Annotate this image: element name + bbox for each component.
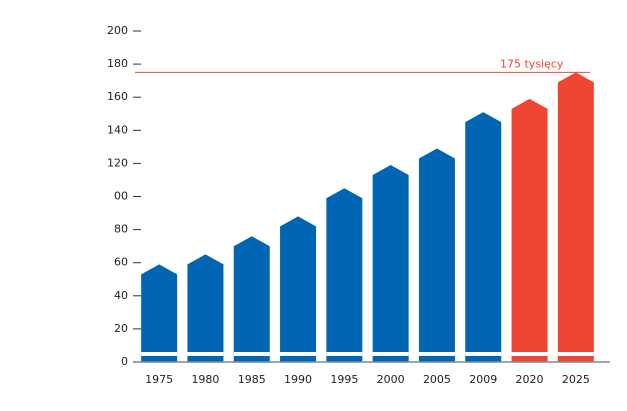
bar (465, 112, 502, 362)
y-tick-label: 40 (114, 289, 128, 302)
bar-gap (372, 352, 409, 356)
reference-label: 175 tysięcy (500, 57, 564, 70)
x-tick-label: 1975 (145, 373, 173, 386)
bar (511, 98, 548, 362)
bar (141, 264, 178, 362)
bar (372, 165, 409, 362)
bar-gap (141, 352, 178, 356)
x-tick-label: 2000 (377, 373, 405, 386)
y-tick-label: 00 (114, 190, 128, 203)
y-tick-label: 80 (114, 223, 128, 236)
bar-gap (280, 352, 317, 356)
y-tick-label: 140 (107, 123, 128, 136)
x-tick-label: 2025 (562, 373, 590, 386)
y-tick-label: 60 (114, 256, 128, 269)
bar-gap (326, 352, 363, 356)
y-tick-label: 0 (121, 355, 128, 368)
bar (233, 236, 270, 362)
bar-gap (233, 352, 270, 356)
bar-gap (465, 352, 502, 356)
x-tick-label: 1995 (330, 373, 358, 386)
bar-gap (187, 352, 224, 356)
y-tick-label: 20 (114, 322, 128, 335)
bar (557, 72, 594, 362)
x-tick-label: 1985 (238, 373, 266, 386)
y-tick-label: 120 (107, 156, 128, 169)
bar (280, 216, 317, 362)
bar-gap (511, 352, 548, 356)
x-tick-label: 2005 (423, 373, 451, 386)
y-tick-label: 160 (107, 90, 128, 103)
y-tick-label: 180 (107, 57, 128, 70)
bar-gap (418, 352, 455, 356)
x-tick-label: 1990 (284, 373, 312, 386)
bar (418, 148, 455, 362)
bar (187, 254, 224, 362)
bar (326, 188, 363, 362)
x-tick-label: 2020 (516, 373, 544, 386)
y-tick-label: 200 (107, 24, 128, 37)
x-tick-label: 1980 (191, 373, 219, 386)
bar-gap (557, 352, 594, 356)
x-tick-label: 2009 (469, 373, 497, 386)
